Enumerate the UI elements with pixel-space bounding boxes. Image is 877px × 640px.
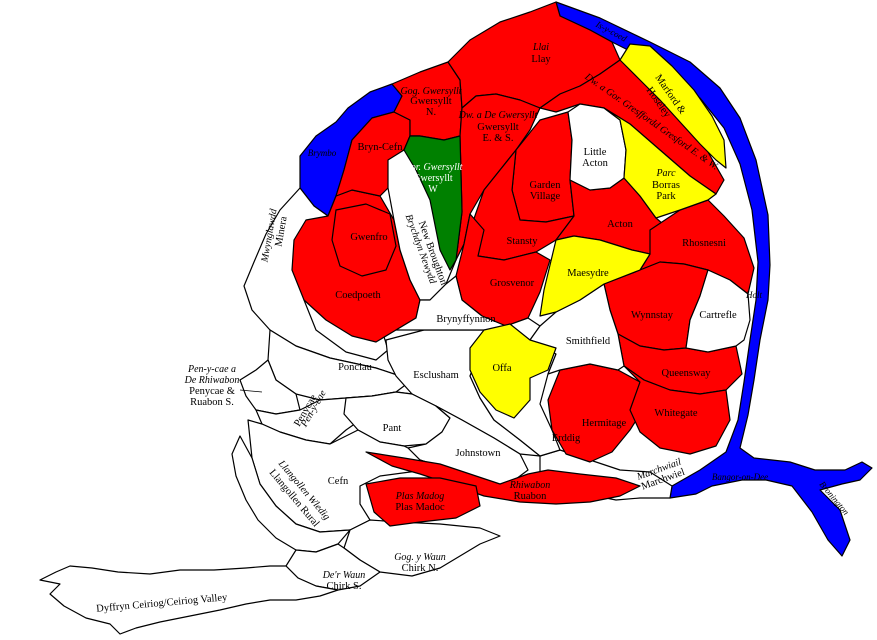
label-minera: Minera (273, 215, 289, 247)
label-wynnstay: Wynnstay (631, 310, 674, 321)
label-chirk-n: Chirk N. (402, 563, 439, 574)
label-llai: Llay (531, 54, 551, 65)
label-bryncefn: Bryn-Cefn (358, 142, 404, 153)
label-penycae-ruabon-welsh-1: Pen-y-cae a (187, 364, 236, 375)
label-whitegate: Whitegate (654, 408, 697, 419)
label-cartrefle: Cartrefle (699, 310, 737, 321)
label-pant: Pant (383, 423, 402, 434)
label-acton: Acton (607, 219, 633, 230)
map-labels: Llai Llay Gog. Gwersyllt Gwersyllt N. Br… (96, 19, 852, 615)
ward-plas-madoc[interactable] (365, 477, 481, 527)
ward-penycae-ruabon[interactable] (239, 359, 301, 415)
label-gwersyllt-n-welsh: Gog. Gwersyllt (400, 86, 461, 97)
label-gwersyllt-w-welsh: Gor. Gwersyllt (404, 162, 463, 173)
ward-cartrefle[interactable] (685, 269, 751, 353)
label-johnstown: Johnstown (456, 448, 502, 459)
ward-marford[interactable] (619, 43, 727, 169)
label-little-acton-1: Little (584, 147, 607, 158)
label-maesydre: Maesydre (567, 268, 609, 279)
label-holt: Holt (745, 290, 763, 300)
label-ruabon: Ruabon (514, 491, 547, 502)
label-brynyffynnon: Brynyffynnon (436, 314, 496, 325)
label-penycae-ruabon-welsh-2: De Rhiwabon (184, 375, 240, 386)
label-chirk-n-welsh: Gog. y Waun (394, 552, 446, 563)
label-plas-madoc: Plas Madoc (395, 502, 445, 513)
label-ruabon-welsh: Rhiwabon (509, 480, 551, 491)
label-gwersyllt-w-1: Gwersyllt (413, 173, 453, 184)
label-borras-2: Park (656, 191, 676, 202)
label-gwersyllt-w-2: W (428, 184, 438, 195)
label-esclusham: Esclusham (413, 370, 459, 381)
label-coedpoeth: Coedpoeth (335, 290, 381, 301)
label-offa: Offa (492, 363, 511, 374)
ward-whitegate[interactable] (623, 365, 731, 455)
label-borras-1: Borras (652, 180, 680, 191)
ward-gwenfro[interactable] (331, 203, 397, 277)
label-stansty: Stansty (507, 236, 539, 247)
label-little-acton-2: Acton (582, 158, 608, 169)
label-penycae-ruabon-1: Penycae & (189, 386, 235, 397)
label-grosvenor: Grosvenor (490, 278, 535, 289)
label-smithfield: Smithfield (566, 336, 611, 347)
label-chirk-s: Chirk S. (326, 581, 361, 592)
label-chirk-s-welsh: De'r Waun (322, 570, 366, 581)
label-gwersyllt-es-2: E. & S. (483, 133, 514, 144)
label-gwersyllt-n-2: N. (426, 107, 436, 118)
label-gwersyllt-es-welsh: Dw. a De Gwersyllt (458, 110, 538, 121)
label-rhosnesni: Rhosnesni (682, 238, 726, 249)
ward-parc-borras[interactable] (603, 107, 717, 219)
label-plas-madoc-welsh: Plas Madog (395, 491, 445, 502)
ward-ceiriog[interactable] (39, 565, 339, 635)
ward-brynyffynnon[interactable] (395, 275, 541, 341)
label-garden-village-2: Village (530, 191, 561, 202)
label-parc-welsh: Parc (655, 168, 676, 179)
label-brymbo: Brymbo (308, 148, 337, 158)
label-gwenfro: Gwenfro (350, 232, 387, 243)
label-gwersyllt-n-1: Gwersyllt (410, 96, 451, 107)
ward-gwersyllt-w[interactable] (403, 135, 463, 271)
label-erddig: Erddig (552, 433, 581, 444)
label-garden-village-1: Garden (530, 180, 562, 191)
label-penycae-ruabon-2: Ruabon S. (190, 397, 234, 408)
leader-line-penycae-ruabon (239, 389, 263, 393)
label-gwersyllt-es-1: Gwersyllt (477, 122, 518, 133)
ward-hermitage[interactable] (547, 363, 645, 463)
label-llai-welsh: Llai (532, 42, 549, 53)
ward-maesydre[interactable] (539, 235, 651, 317)
label-queensway: Queensway (662, 368, 712, 379)
ward-is-y-coed[interactable] (555, 1, 873, 557)
label-ponciau: Ponciau (338, 362, 373, 373)
ward-offa[interactable] (469, 323, 557, 419)
label-cefn: Cefn (328, 476, 349, 487)
label-bangor: Bangor-on-Dee (712, 472, 768, 482)
label-hermitage: Hermitage (582, 418, 627, 429)
